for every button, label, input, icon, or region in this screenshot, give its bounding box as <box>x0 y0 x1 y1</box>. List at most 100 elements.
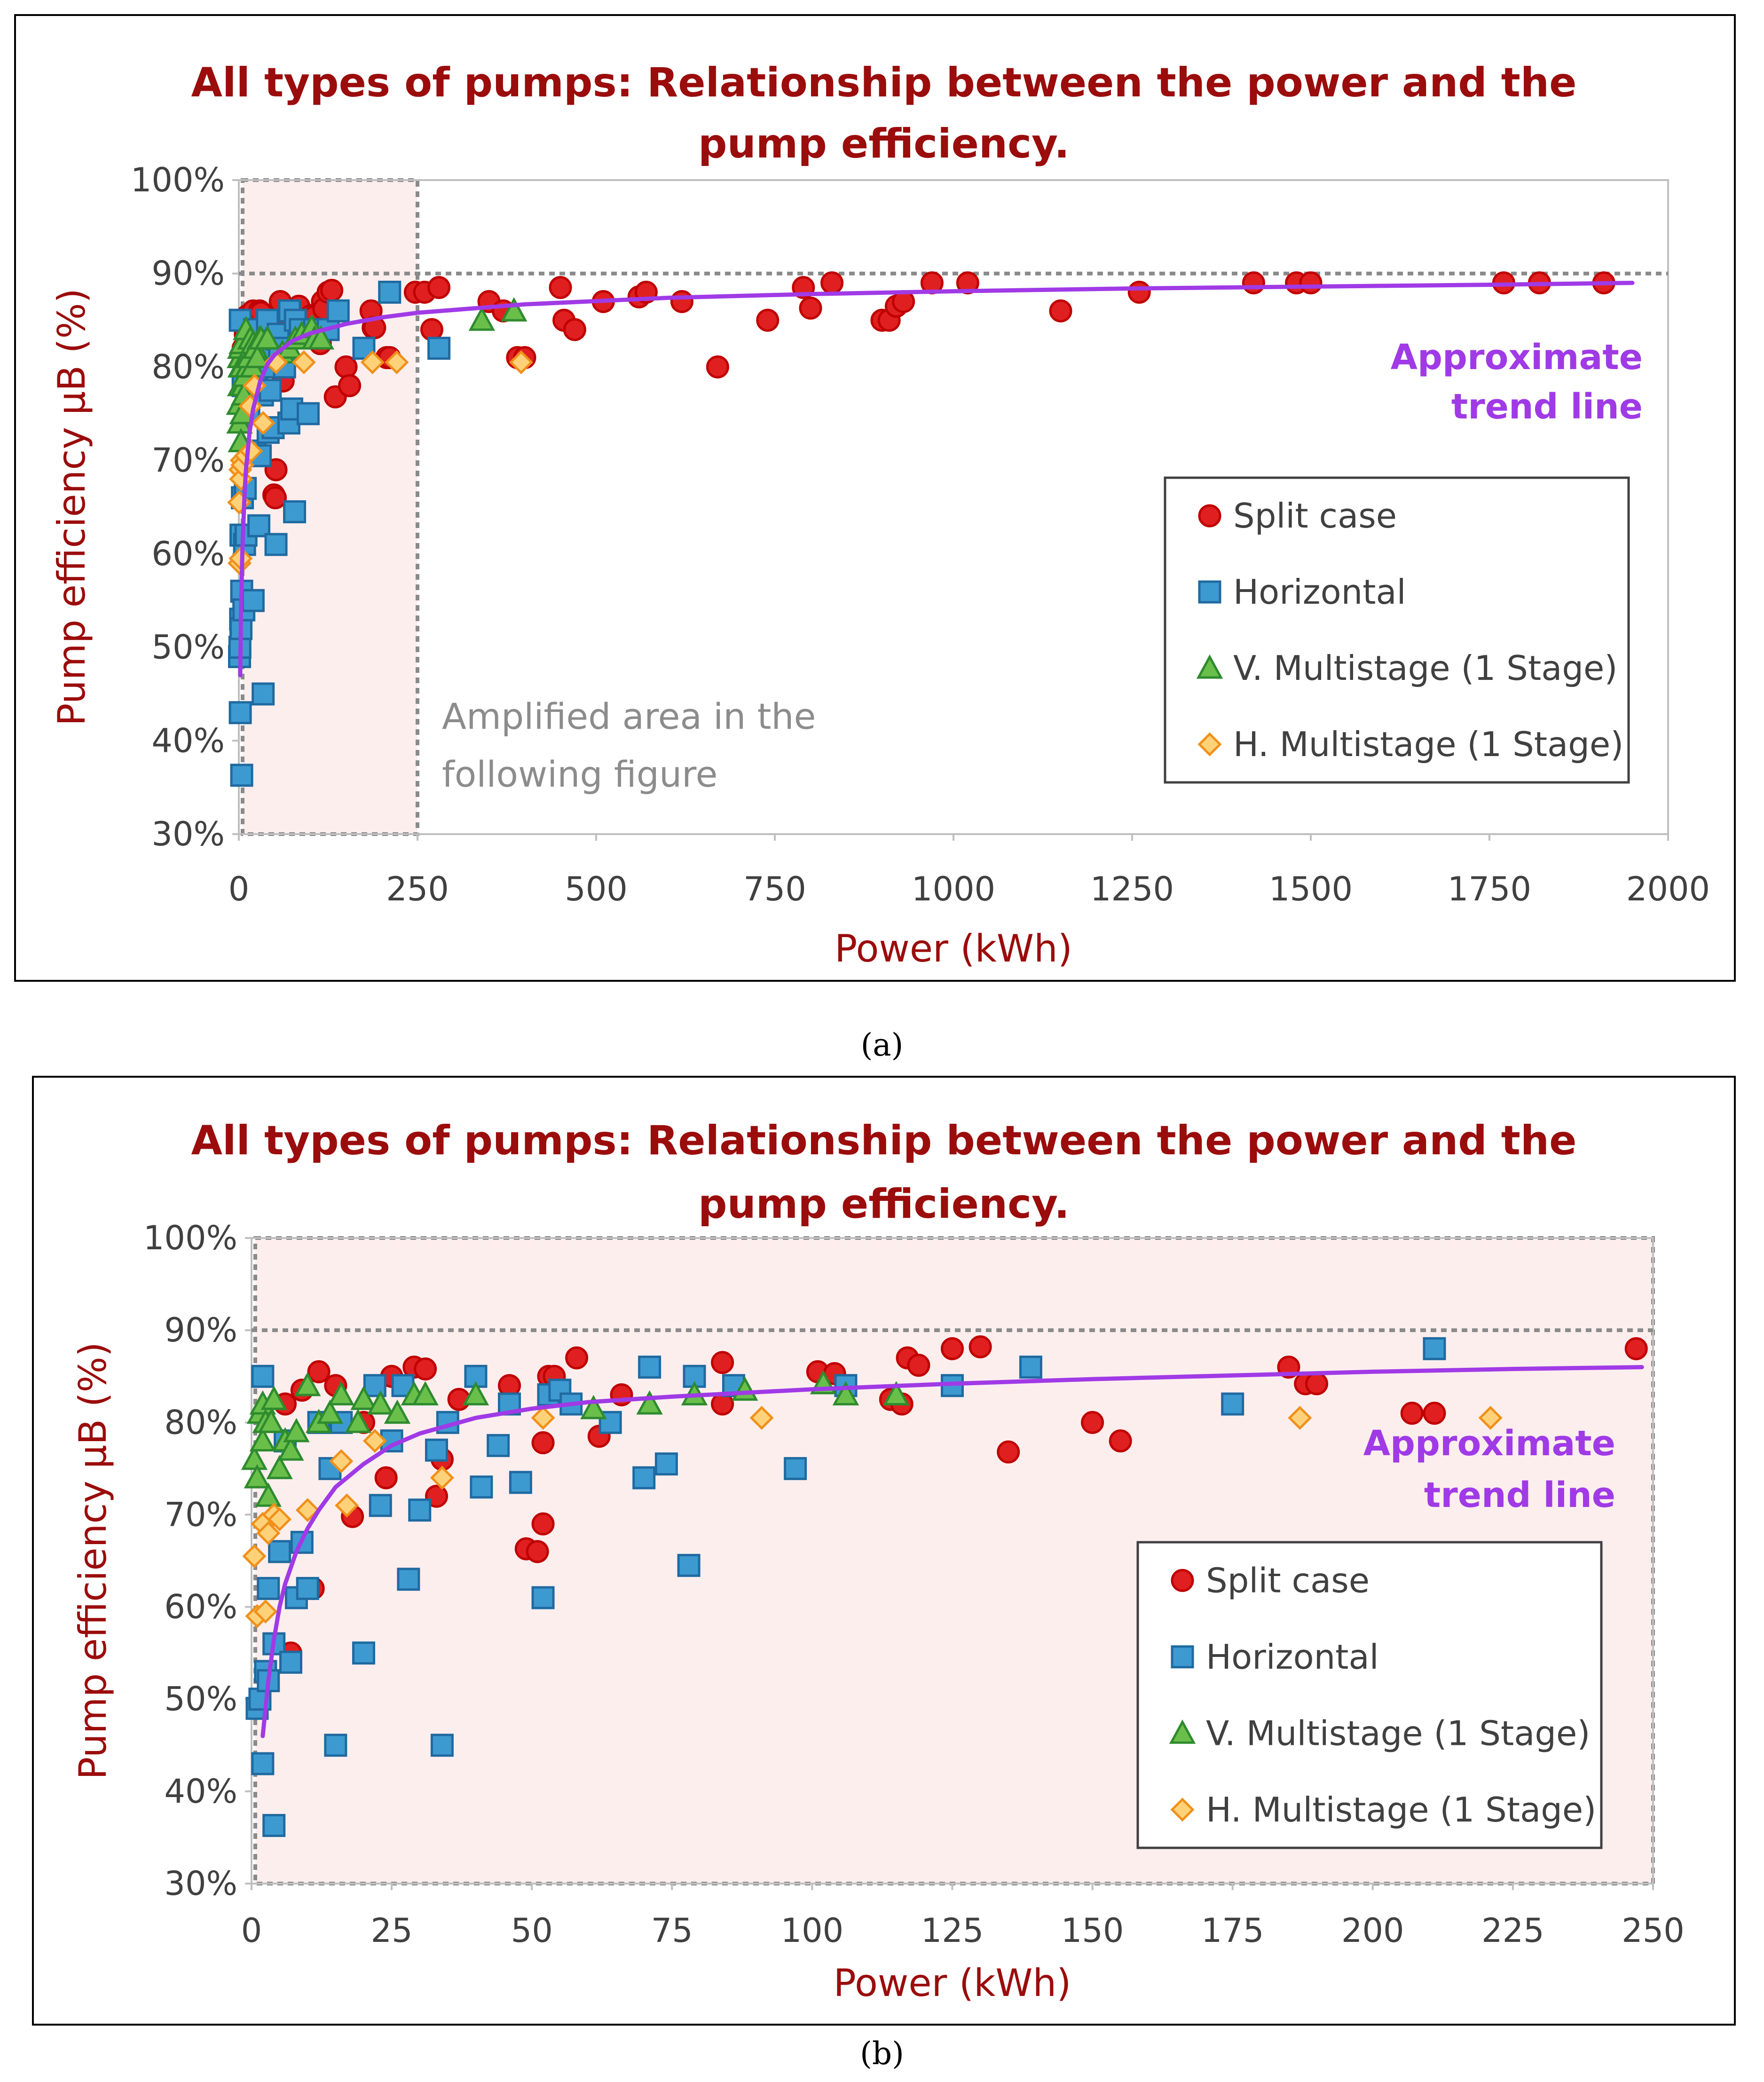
data-point-circle <box>307 1360 331 1383</box>
chart-panel-b: All types of pumps: Relationship between… <box>32 1076 1736 2026</box>
data-point-square <box>352 337 376 360</box>
data-point-triangle <box>328 1381 354 1405</box>
y-tick-label: 90% <box>151 254 225 293</box>
data-point-square <box>425 1438 448 1462</box>
data-point-square <box>352 1641 375 1665</box>
y-tick-label: 40% <box>151 721 225 760</box>
data-point-triangle <box>241 1445 268 1470</box>
circle-icon <box>1171 1569 1194 1592</box>
data-point-square <box>408 1498 432 1522</box>
data-point-circle <box>1081 1411 1104 1434</box>
x-tick-label: 25 <box>371 1911 413 1950</box>
series-diamond <box>242 1405 1503 1628</box>
x-tick-label: 175 <box>1201 1911 1264 1950</box>
x-tick-label: 1000 <box>912 870 995 908</box>
legend-box <box>1164 476 1630 784</box>
data-point-triangle <box>412 1381 439 1405</box>
data-point-circle <box>264 486 287 510</box>
data-point-triangle <box>316 1399 344 1424</box>
data-point-square <box>228 701 252 725</box>
data-point-square <box>397 1568 420 1591</box>
x-tick-label: 1500 <box>1269 870 1353 908</box>
data-point-triangle <box>254 325 281 350</box>
y-tick-label: 70% <box>164 1495 237 1534</box>
data-point-triangle <box>283 1418 310 1443</box>
data-point-square <box>638 1356 662 1379</box>
data-point-circle <box>1305 1372 1329 1396</box>
data-point-square <box>369 1494 392 1517</box>
x-tick-label: 50 <box>511 1911 553 1950</box>
legend-label: V. Multistage (1 Stage) <box>1233 648 1617 688</box>
data-point-triangle <box>384 1399 411 1424</box>
data-point-square <box>326 299 350 323</box>
data-point-square <box>296 1577 319 1600</box>
data-point-triangle <box>580 1395 607 1420</box>
y-axis-label: Pump efficiency µB (%) <box>50 288 94 726</box>
data-point-square <box>430 1734 454 1757</box>
legend-label: Split case <box>1233 496 1397 536</box>
data-point-circle <box>756 308 780 332</box>
y-tick-label: 60% <box>151 535 225 573</box>
data-point-circle <box>1624 1337 1648 1360</box>
x-tick-label: 0 <box>228 870 250 908</box>
data-point-square <box>378 280 402 304</box>
data-point-circle <box>969 1335 992 1358</box>
data-point-circle <box>820 271 844 295</box>
square-icon <box>1171 1645 1194 1669</box>
data-point-triangle <box>307 325 335 350</box>
data-point-diamond <box>291 350 316 375</box>
legend-box <box>1136 1541 1603 1849</box>
diamond-icon <box>1170 1798 1195 1822</box>
x-tick-label: 250 <box>1622 1911 1685 1950</box>
data-point-triangle <box>244 344 271 369</box>
data-point-square <box>784 1457 807 1480</box>
trend-line-label: trend line <box>1424 1475 1615 1515</box>
data-point-triangle <box>258 1409 284 1433</box>
legend-label: Split case <box>1206 1561 1370 1600</box>
legend-label: H. Multistage (1 Stage) <box>1206 1790 1596 1830</box>
square-icon <box>1198 580 1221 604</box>
data-point-circle <box>427 276 451 300</box>
data-point-triangle <box>462 1381 489 1405</box>
triangle-icon <box>1196 654 1223 679</box>
chart-title: All types of pumps: Relationship between… <box>191 1117 1577 1164</box>
data-point-diamond <box>385 350 409 375</box>
amplified-area-note: following figure <box>442 753 717 795</box>
data-point-square <box>252 682 275 706</box>
data-point-square <box>296 402 320 426</box>
data-point-triangle <box>260 1386 287 1410</box>
data-point-circle <box>997 1440 1020 1464</box>
data-point-circle <box>563 318 586 341</box>
data-point-diamond <box>1288 1405 1312 1430</box>
data-point-circle <box>374 1466 398 1490</box>
y-tick-label: 100% <box>131 161 225 199</box>
data-point-square <box>1221 1392 1244 1416</box>
data-point-square <box>262 1814 286 1837</box>
chart-title: All types of pumps: Relationship between… <box>191 59 1577 106</box>
data-point-square <box>283 500 307 523</box>
x-tick-label: 125 <box>921 1911 984 1950</box>
x-tick-label: 750 <box>743 870 806 908</box>
y-tick-label: 80% <box>151 347 225 386</box>
data-point-circle <box>670 290 693 313</box>
data-point-diamond <box>749 1405 774 1430</box>
data-point-square <box>257 1577 280 1600</box>
data-point-circle <box>565 1346 589 1370</box>
data-point-diamond <box>329 1449 354 1474</box>
series-triangle <box>241 1370 910 1507</box>
data-point-triangle <box>350 1386 377 1410</box>
chart-title: pump efficiency. <box>698 120 1070 167</box>
x-tick-label: 200 <box>1341 1911 1404 1950</box>
circle-icon <box>1198 504 1221 528</box>
legend-label: V. Multistage (1 Stage) <box>1206 1713 1590 1753</box>
data-point-triangle <box>500 297 528 322</box>
data-point-circle <box>531 1431 555 1454</box>
data-point-circle <box>1127 280 1151 304</box>
data-point-circle <box>1049 299 1072 323</box>
data-point-square <box>230 764 253 787</box>
x-tick-label: 0 <box>241 1911 262 1950</box>
data-point-diamond <box>242 1544 267 1569</box>
data-point-triangle <box>294 1372 321 1396</box>
data-point-square <box>268 1540 291 1563</box>
x-tick-label: 2000 <box>1626 870 1710 908</box>
